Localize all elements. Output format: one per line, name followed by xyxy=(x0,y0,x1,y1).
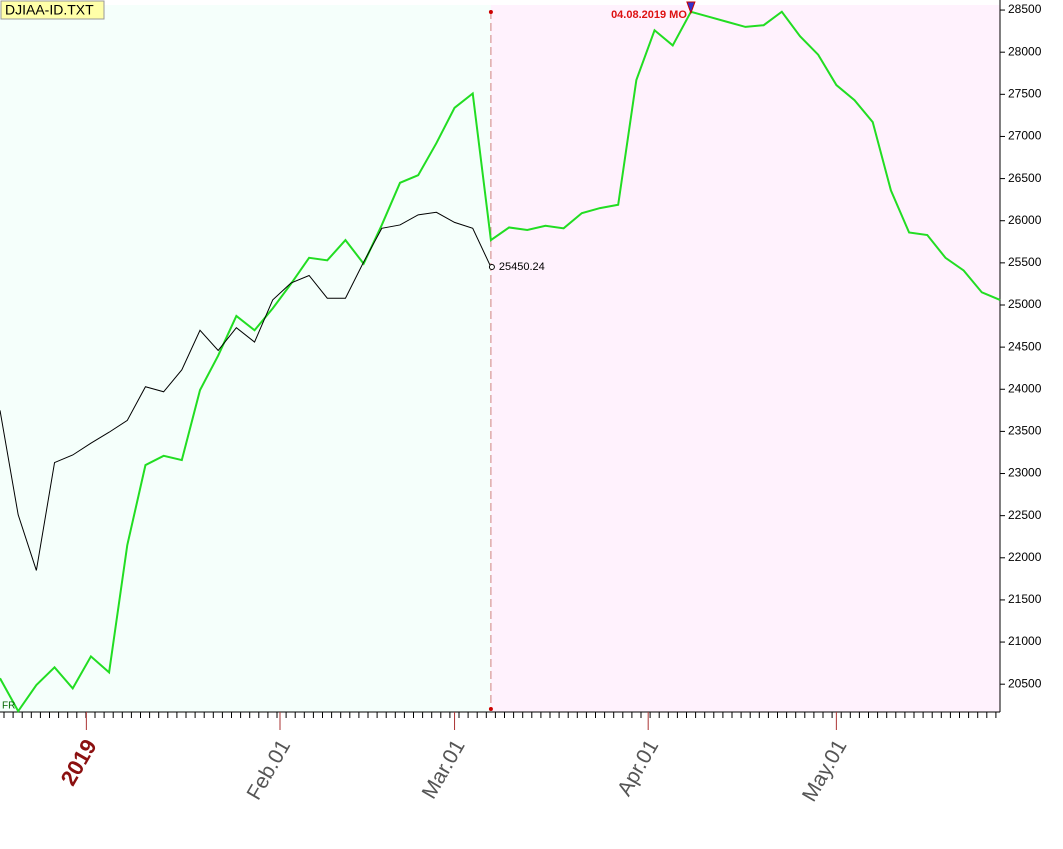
future-background xyxy=(490,5,1000,712)
y-tick-label: 27000 xyxy=(1008,129,1042,143)
x-tick-label: Apr.01 xyxy=(613,736,663,800)
x-tick-label: 2019 xyxy=(56,735,102,790)
y-tick-label: 21500 xyxy=(1008,592,1042,606)
divider-dot xyxy=(488,10,493,14)
y-tick-label: 27500 xyxy=(1008,86,1042,100)
history-background xyxy=(0,5,491,712)
y-tick-label: 23000 xyxy=(1008,466,1042,480)
x-tick-label: Mar.01 xyxy=(418,736,470,803)
date-marker-arrow xyxy=(686,1,696,15)
series-line xyxy=(0,10,1001,714)
corner-label: FR xyxy=(2,701,15,712)
last-value-label: 25450.24 xyxy=(499,261,545,273)
divider-dot xyxy=(488,707,493,711)
y-tick-label: 24000 xyxy=(1008,381,1042,395)
y-tick-label: 28500 xyxy=(1008,2,1042,16)
y-tick-label: 26000 xyxy=(1008,213,1042,227)
y-tick-label: 22500 xyxy=(1008,508,1042,522)
series-line xyxy=(0,211,492,571)
y-tick-label: 22000 xyxy=(1008,550,1042,564)
y-tick-label: 23500 xyxy=(1008,424,1042,438)
title-box xyxy=(0,0,105,20)
y-tick-label: 21000 xyxy=(1008,634,1042,648)
y-tick-label: 24500 xyxy=(1008,339,1042,353)
date-marker-label: 04.08.2019 MO xyxy=(611,9,687,21)
y-tick-label: 25000 xyxy=(1008,297,1042,311)
x-tick-label: May.01 xyxy=(798,736,852,806)
y-tick-label: 26500 xyxy=(1008,171,1042,185)
y-tick-label: 25500 xyxy=(1008,255,1042,269)
y-tick-label: 28000 xyxy=(1008,44,1042,58)
x-tick-label: Feb.01 xyxy=(243,736,296,804)
last-value-marker xyxy=(488,264,495,271)
chart-title: DJIAA-ID.TXT xyxy=(5,2,94,18)
y-tick-label: 20500 xyxy=(1008,676,1042,690)
